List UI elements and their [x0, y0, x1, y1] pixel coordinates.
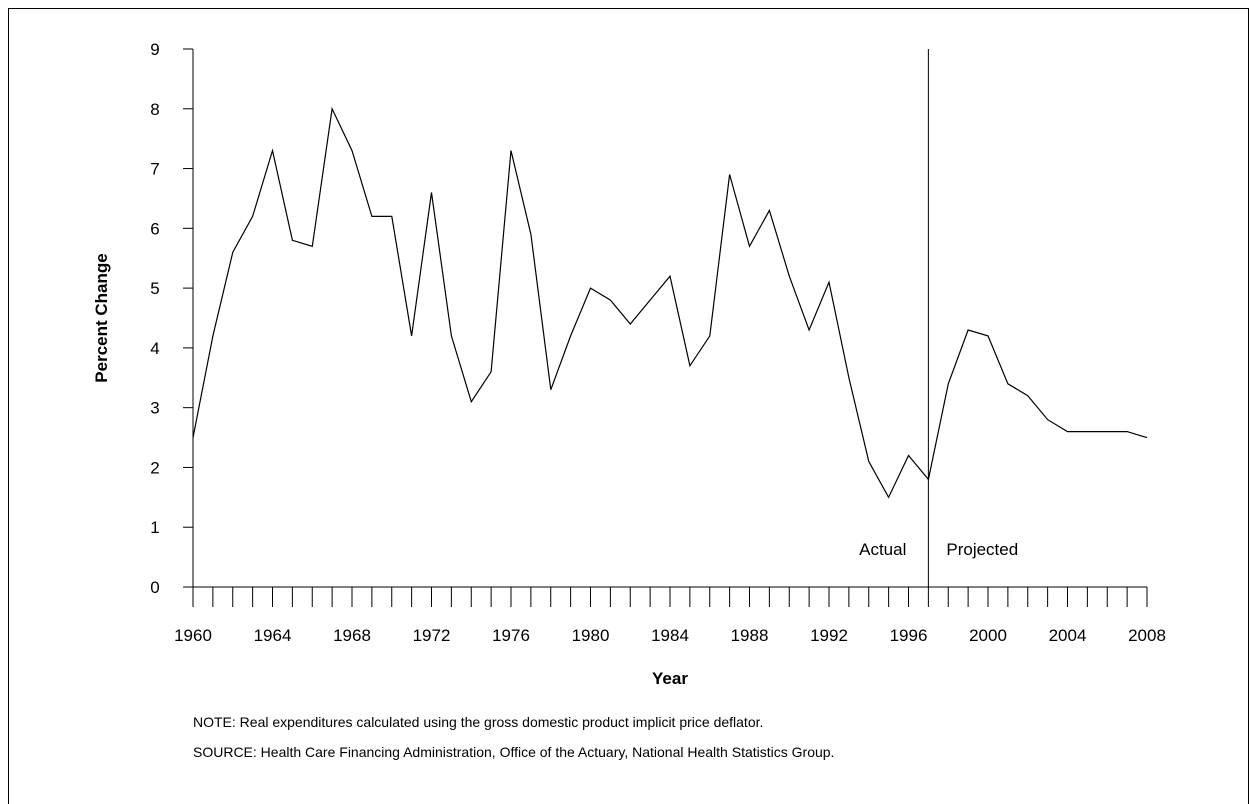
y-tick-label: 2 [150, 458, 159, 477]
figure-frame [8, 8, 1249, 804]
x-tick-label: 1960 [174, 626, 212, 645]
x-tick-label: 2008 [1128, 626, 1166, 645]
region-label-projected: Projected [946, 540, 1018, 559]
y-tick-label: 6 [150, 219, 159, 238]
y-tick-label: 9 [150, 40, 159, 59]
x-tick-label: 2000 [969, 626, 1007, 645]
y-tick-label: 7 [150, 160, 159, 179]
chart-axes: 0 1 2 3 4 5 6 7 8 9 1960 1964 1968 1972 1976 1980 1984 19… [150, 40, 1166, 645]
series-line [192, 106, 1148, 499]
y-tick-label: 1 [150, 518, 159, 537]
y-tick-label: 8 [150, 100, 159, 119]
y-axis-title: Percent Change [92, 253, 111, 382]
x-tick-label: 1980 [572, 626, 610, 645]
x-tick-label: 1988 [731, 626, 769, 645]
y-tick-label: 3 [150, 399, 159, 418]
x-tick-label: 1992 [810, 626, 848, 645]
chart-marks: Actual Projected [192, 49, 1148, 587]
x-tick-label: 1996 [890, 626, 928, 645]
x-tick-label: 1964 [254, 626, 292, 645]
x-tick-label: 1968 [333, 626, 371, 645]
x-tick-label: 1972 [413, 626, 451, 645]
region-label-actual: Actual [859, 540, 906, 559]
chart-source: SOURCE: Health Care Financing Administra… [193, 744, 835, 760]
y-tick-label: 5 [150, 279, 159, 298]
x-axis-title: Year [652, 669, 688, 688]
x-tick-label: 1984 [651, 626, 689, 645]
chart-note: NOTE: Real expenditures calculated using… [193, 714, 764, 730]
y-tick-label: 0 [150, 578, 159, 597]
x-tick-label: 1976 [492, 626, 530, 645]
x-tick-label: 2004 [1049, 626, 1087, 645]
y-tick-label: 4 [150, 339, 159, 358]
